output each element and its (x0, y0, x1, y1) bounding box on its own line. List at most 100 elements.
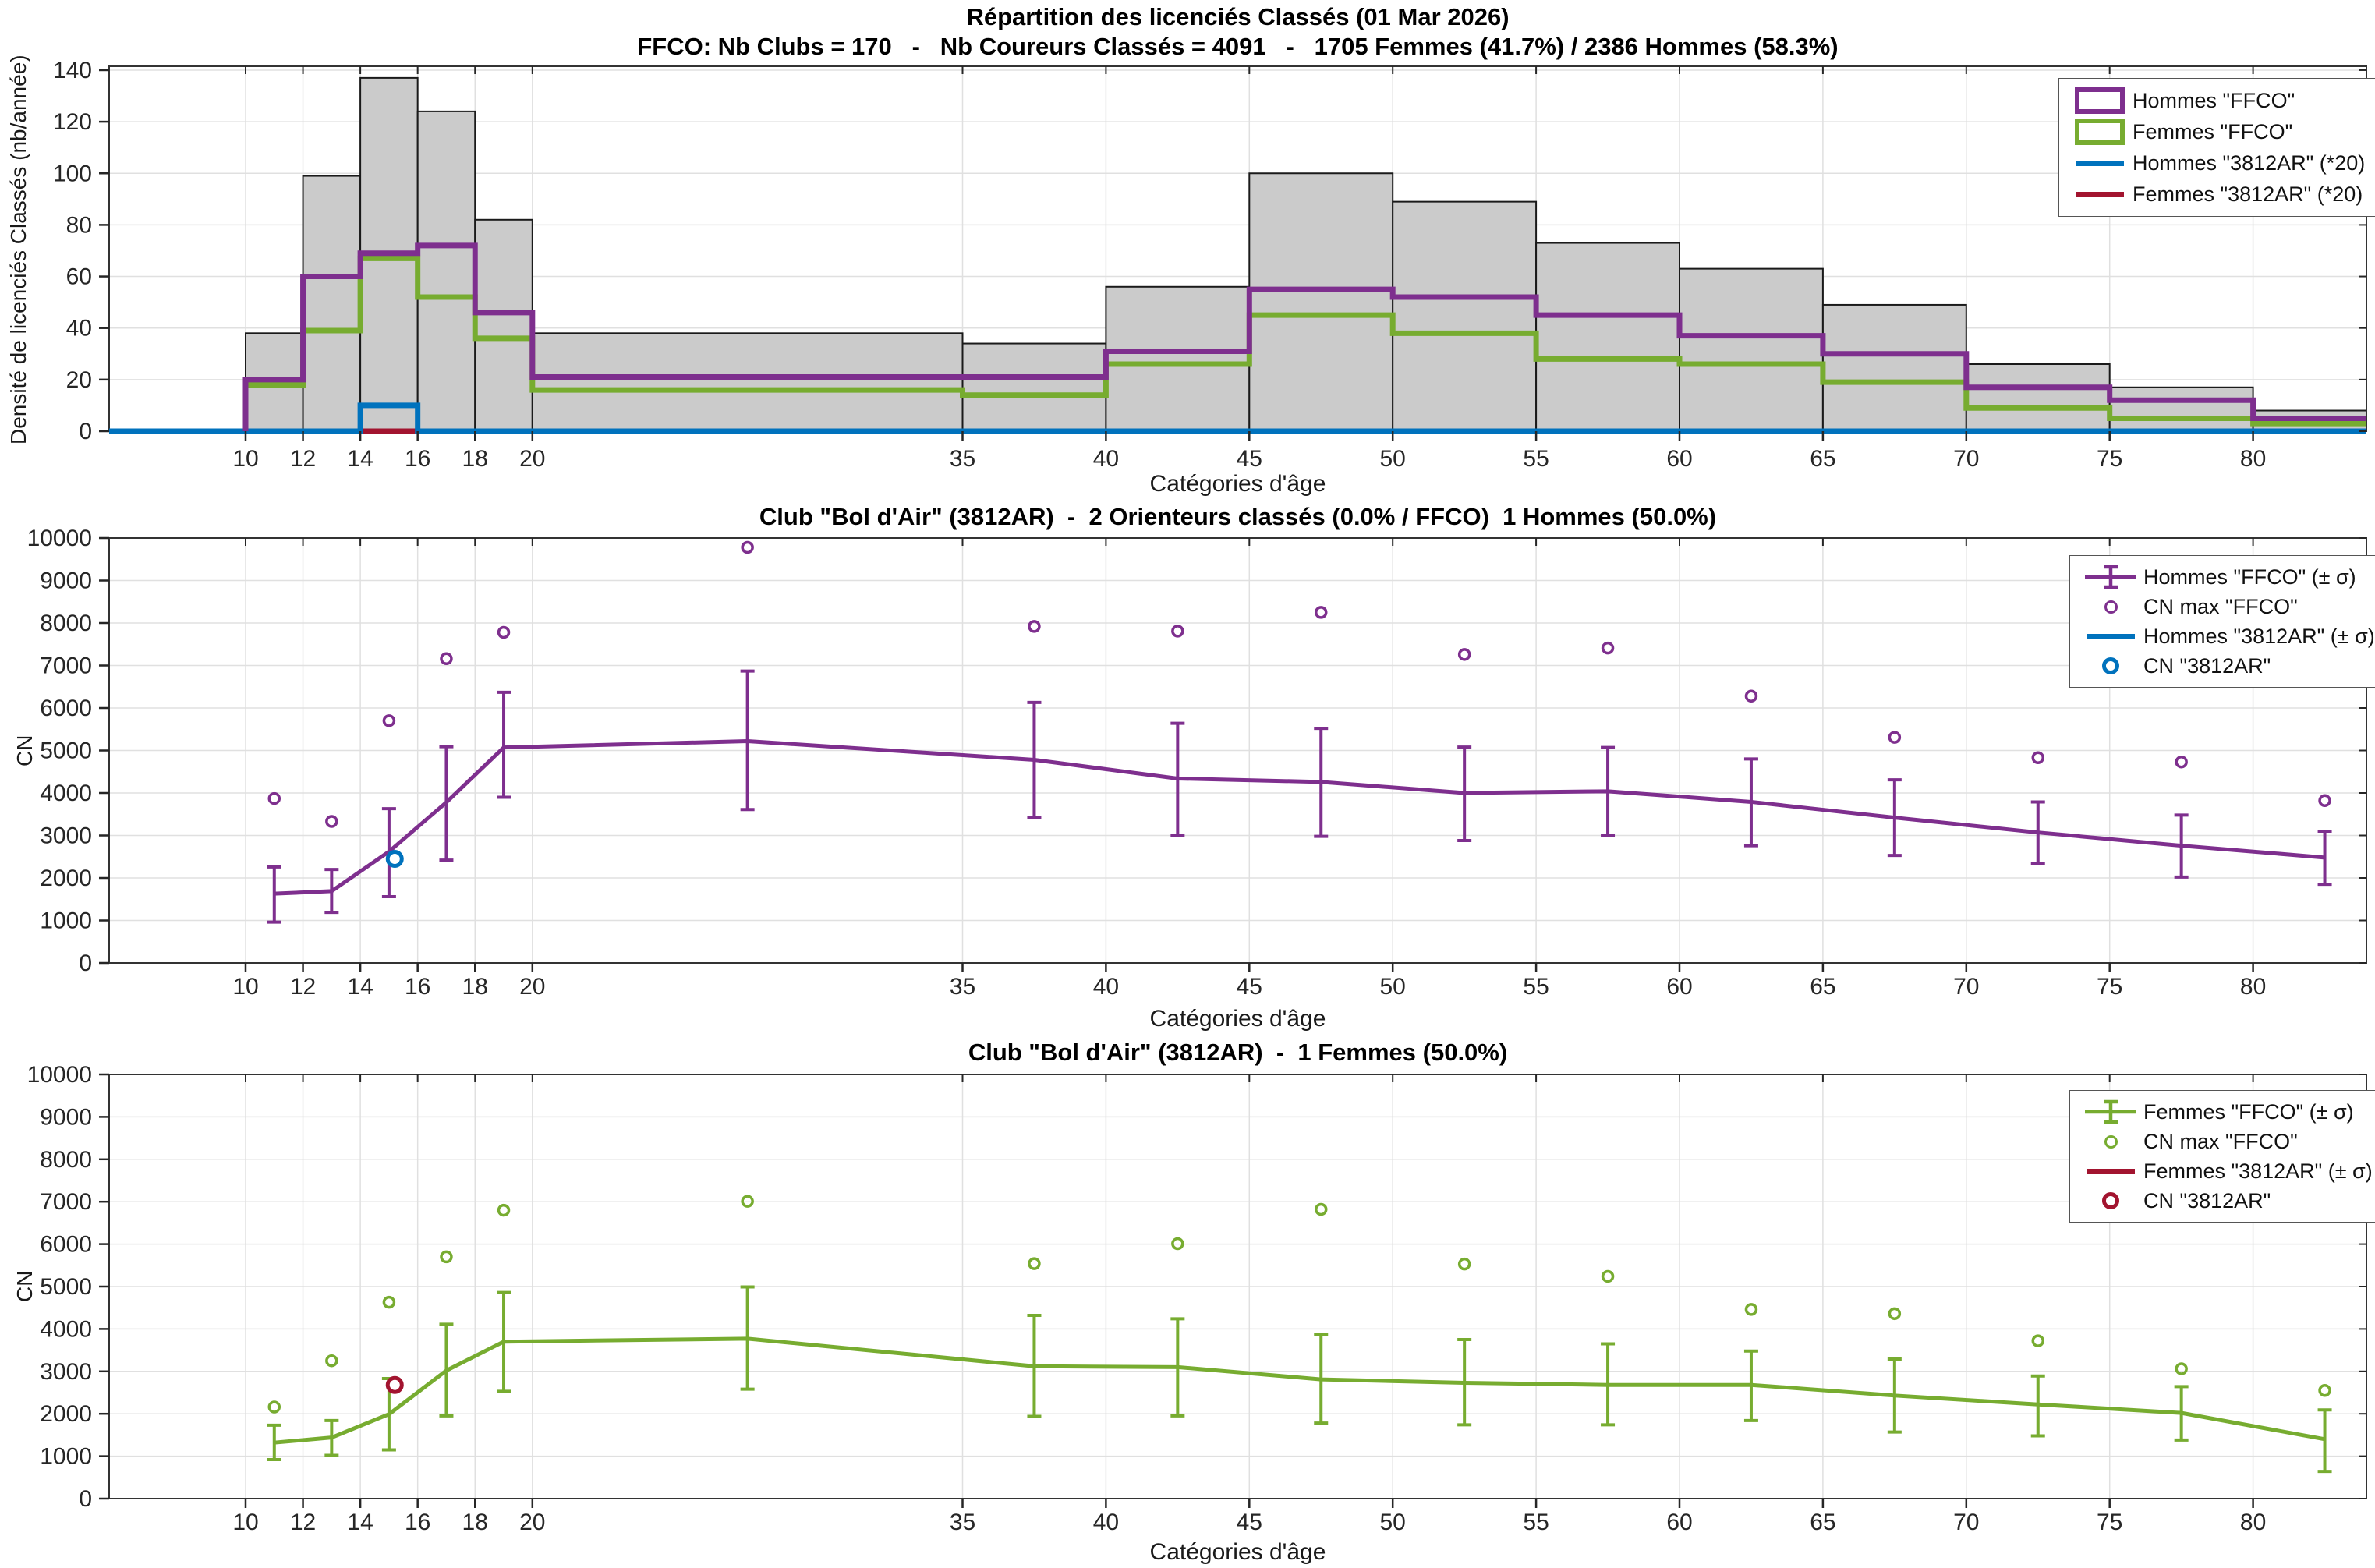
svg-text:2000: 2000 (40, 1401, 92, 1427)
svg-text:40: 40 (1093, 974, 1119, 1000)
legend-label: CN "3812AR" (2143, 653, 2271, 678)
bold-circle-marker-icon (2078, 657, 2143, 674)
svg-text:0: 0 (79, 950, 92, 976)
legend-label: Hommes "FFCO" (± σ) (2143, 565, 2356, 589)
femmes-club-line-icon (2067, 191, 2133, 197)
svg-text:35: 35 (950, 974, 975, 1000)
legend-item-hommes-club: Hommes "3812AR" (*20) (2067, 147, 2368, 179)
svg-text:55: 55 (1523, 446, 1549, 472)
legend-item-femmes-ffco-errorbar: Femmes "FFCO" (± σ) (2078, 1097, 2370, 1127)
circle-marker-icon (2078, 1134, 2143, 1149)
svg-text:45: 45 (1237, 974, 1262, 1000)
legend-item-cn-max: CN max "FFCO" (2078, 592, 2370, 621)
svg-text:40: 40 (1093, 446, 1119, 472)
svg-text:4000: 4000 (40, 1316, 92, 1342)
svg-text:20: 20 (519, 974, 545, 1000)
svg-text:140: 140 (53, 58, 92, 83)
svg-text:1000: 1000 (40, 908, 92, 934)
svg-text:70: 70 (1953, 446, 1979, 472)
svg-text:75: 75 (2097, 974, 2122, 1000)
svg-text:100: 100 (53, 161, 92, 186)
legend-item-femmes-club: Femmes "3812AR" (*20) (2067, 179, 2368, 210)
errorbar-icon (2078, 563, 2143, 591)
hommes-ffco-bar-icon (2067, 87, 2133, 114)
svg-text:6000: 6000 (40, 1232, 92, 1258)
svg-text:60: 60 (1666, 446, 1692, 472)
svg-text:16: 16 (405, 974, 430, 1000)
legend-label: Femmes "3812AR" (*20) (2133, 182, 2363, 206)
legend-label: CN max "FFCO" (2143, 594, 2298, 618)
svg-text:10: 10 (232, 446, 258, 472)
svg-text:16: 16 (405, 1510, 430, 1535)
svg-text:8000: 8000 (40, 611, 92, 636)
svg-text:8000: 8000 (40, 1147, 92, 1173)
errorbar-icon (2078, 1098, 2143, 1126)
femmes-ffco-bar-icon (2067, 119, 2133, 145)
svg-text:7000: 7000 (40, 1189, 92, 1215)
hommes-club-line-icon (2067, 160, 2133, 166)
svg-text:3000: 3000 (40, 823, 92, 849)
svg-text:80: 80 (2240, 974, 2266, 1000)
top-chart-xlabel: Catégories d'âge (1149, 471, 1326, 497)
svg-text:50: 50 (1380, 446, 1406, 472)
svg-text:14: 14 (347, 1510, 373, 1535)
svg-text:45: 45 (1237, 1510, 1262, 1535)
svg-text:20: 20 (519, 1510, 545, 1535)
legend-item-hommes-club: Hommes "3812AR" (± σ) (2078, 621, 2375, 651)
legend-item-femmes-club: Femmes "3812AR" (± σ) (2078, 1156, 2373, 1186)
svg-text:9000: 9000 (40, 1104, 92, 1130)
svg-text:50: 50 (1380, 974, 1406, 1000)
svg-text:65: 65 (1810, 1510, 1835, 1535)
svg-text:1000: 1000 (40, 1444, 92, 1470)
hommes-club-line-icon (2078, 633, 2143, 639)
svg-text:75: 75 (2097, 446, 2122, 472)
svg-text:7000: 7000 (40, 653, 92, 679)
top-chart-subtitle: FFCO: Nb Clubs = 170 - Nb Coureurs Class… (637, 33, 1839, 60)
legend-label: Hommes "3812AR" (*20) (2133, 150, 2366, 175)
svg-text:6000: 6000 (40, 696, 92, 721)
svg-text:45: 45 (1237, 446, 1262, 472)
svg-text:20: 20 (519, 446, 545, 472)
svg-text:65: 65 (1810, 974, 1835, 1000)
svg-text:55: 55 (1523, 974, 1549, 1000)
legend-label: CN max "FFCO" (2143, 1129, 2298, 1153)
svg-text:50: 50 (1380, 1510, 1406, 1535)
svg-text:60: 60 (1666, 974, 1692, 1000)
svg-text:10: 10 (232, 1510, 258, 1535)
svg-text:10: 10 (232, 974, 258, 1000)
svg-text:3000: 3000 (40, 1359, 92, 1385)
svg-text:0: 0 (79, 419, 92, 444)
bottom-chart-xlabel: Catégories d'âge (1149, 1539, 1326, 1565)
svg-text:75: 75 (2097, 1510, 2122, 1535)
svg-text:80: 80 (2240, 1510, 2266, 1535)
middle-chart-title: Club "Bol d'Air" (3812AR) - 2 Orienteurs… (759, 503, 1717, 530)
svg-text:9000: 9000 (40, 568, 92, 594)
svg-text:60: 60 (1666, 1510, 1692, 1535)
legend-item-hommes-ffco: Hommes "FFCO" (2067, 85, 2368, 116)
legend-label: Femmes "FFCO" (± σ) (2143, 1099, 2354, 1124)
svg-text:70: 70 (1953, 974, 1979, 1000)
svg-text:120: 120 (53, 109, 92, 135)
svg-text:0: 0 (79, 1486, 92, 1512)
legend-item-femmes-ffco: Femmes "FFCO" (2067, 116, 2368, 147)
svg-text:80: 80 (66, 212, 92, 238)
middle-chart-xlabel: Catégories d'âge (1149, 1006, 1326, 1032)
svg-text:14: 14 (347, 974, 373, 1000)
legend-item-cn-club: CN "3812AR" (2078, 651, 2370, 681)
svg-text:2000: 2000 (40, 865, 92, 891)
bottom-chart-title: Club "Bol d'Air" (3812AR) - 1 Femmes (50… (968, 1039, 1508, 1066)
legend-label: Femmes "3812AR" (± σ) (2143, 1159, 2373, 1183)
legend-label: Femmes "FFCO" (2133, 119, 2293, 143)
legend-label: CN "3812AR" (2143, 1188, 2271, 1212)
svg-text:35: 35 (950, 1510, 975, 1535)
legend-top-chart: Hommes "FFCO" Femmes "FFCO" Hommes "3812… (2058, 78, 2375, 217)
top-chart-ylabel: Densité de licenciés Classés (nb/année) (6, 55, 30, 444)
top-chart-title: Répartition des licenciés Classés (01 Ma… (966, 3, 1510, 30)
svg-text:70: 70 (1953, 1510, 1979, 1535)
svg-text:5000: 5000 (40, 1274, 92, 1300)
svg-text:10000: 10000 (27, 526, 92, 551)
svg-text:40: 40 (1093, 1510, 1119, 1535)
legend-item-hommes-ffco-errorbar: Hommes "FFCO" (± σ) (2078, 562, 2370, 592)
svg-text:65: 65 (1810, 446, 1835, 472)
